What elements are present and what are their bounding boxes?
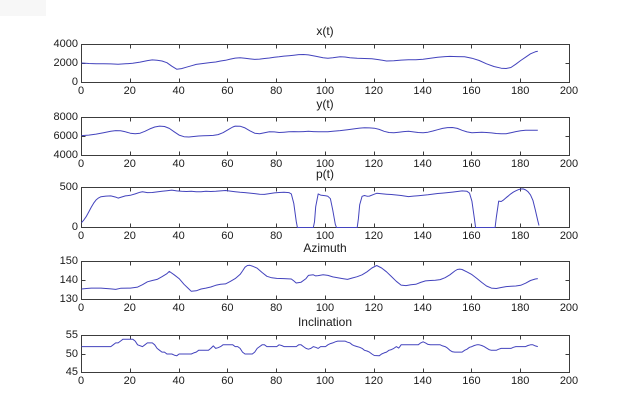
x-tick-label: 20 xyxy=(123,302,136,314)
x-tick-label: 80 xyxy=(270,302,283,314)
x-tick-label: 80 xyxy=(270,158,283,170)
x-tick-label: 20 xyxy=(123,85,136,97)
y-tick-label: 50 xyxy=(65,347,78,360)
x-tick-label: 20 xyxy=(123,375,136,387)
x-tick-label: 160 xyxy=(462,85,481,97)
x-tick-label: 140 xyxy=(413,375,432,387)
x-tick-label: 0 xyxy=(77,158,85,170)
x-tick-label: 160 xyxy=(462,158,481,170)
y-tick-label: 55 xyxy=(65,329,78,341)
y-tick-label: 150 xyxy=(59,255,78,267)
screen-artifact xyxy=(0,0,46,16)
y-tick-label: 45 xyxy=(65,366,78,378)
data-line-inclination xyxy=(81,338,538,357)
x-tick-label: 200 xyxy=(559,302,579,314)
x-tick-label: 100 xyxy=(315,158,335,170)
x-tick-label: 120 xyxy=(364,375,383,387)
plot-title-azimuth: Azimuth xyxy=(303,241,347,255)
y-tick-label: 500 xyxy=(59,181,78,193)
x-tick-label: 200 xyxy=(559,230,579,242)
x-tick-label: 180 xyxy=(511,230,530,242)
axes-box xyxy=(81,44,570,83)
x-tick-label: 140 xyxy=(413,158,432,170)
x-tick-label: 120 xyxy=(364,85,383,97)
x-tick-label: 0 xyxy=(77,302,85,314)
x-tick-label: 180 xyxy=(511,85,530,97)
y-tick-label: 0 xyxy=(71,221,78,233)
x-tick-label: 120 xyxy=(364,230,383,242)
x-tick-label: 40 xyxy=(172,302,185,314)
x-tick-label: 40 xyxy=(172,158,185,170)
x-tick-label: 180 xyxy=(511,158,530,170)
y-tick-label: 2000 xyxy=(53,57,78,69)
y-tick-label: 4000 xyxy=(53,149,78,161)
plot-title-p-t: p(t) xyxy=(316,167,334,181)
plot-title-y-t: y(t) xyxy=(316,97,334,111)
x-tick-label: 100 xyxy=(315,230,335,242)
x-tick-label: 0 xyxy=(77,230,85,242)
x-tick-label: 100 xyxy=(315,375,335,387)
x-tick-label: 200 xyxy=(559,85,579,97)
x-tick-label: 80 xyxy=(270,85,283,97)
plot-frame xyxy=(81,44,570,83)
x-tick-label: 60 xyxy=(221,302,234,314)
y-tick-label: 4000 xyxy=(53,38,78,50)
plot-frame xyxy=(81,117,570,156)
x-tick-label: 40 xyxy=(172,375,185,387)
x-tick-label: 180 xyxy=(511,302,530,314)
y-tick-label: 8000 xyxy=(53,111,78,123)
x-tick-label: 60 xyxy=(221,375,234,387)
x-tick-label: 100 xyxy=(315,85,335,97)
x-tick-label: 60 xyxy=(221,85,234,97)
x-tick-label: 20 xyxy=(123,230,136,242)
x-tick-label: 200 xyxy=(559,375,579,387)
x-tick-label: 60 xyxy=(221,158,234,170)
x-tick-label: 120 xyxy=(364,302,383,314)
y-tick-label: 130 xyxy=(59,293,78,305)
axes-box xyxy=(81,117,570,156)
x-tick-label: 140 xyxy=(413,302,432,314)
x-tick-label: 120 xyxy=(364,158,383,170)
x-tick-label: 200 xyxy=(559,158,579,170)
x-tick-label: 60 xyxy=(221,230,234,242)
x-tick-label: 160 xyxy=(462,302,481,314)
x-tick-label: 80 xyxy=(270,375,283,387)
x-tick-label: 160 xyxy=(462,375,481,387)
x-tick-label: 40 xyxy=(172,230,185,242)
plot-frame xyxy=(81,261,570,300)
x-tick-label: 140 xyxy=(413,85,432,97)
data-line-xt xyxy=(81,50,538,70)
x-tick-label: 100 xyxy=(315,302,335,314)
x-tick-label: 0 xyxy=(77,375,85,387)
x-tick-label: 160 xyxy=(462,230,481,242)
axes-box xyxy=(81,187,570,228)
data-line-azimuth xyxy=(81,264,538,292)
axes-box xyxy=(81,335,570,373)
plot-title-inclination: Inclination xyxy=(297,315,353,329)
x-tick-label: 80 xyxy=(270,230,283,242)
x-tick-label: 0 xyxy=(77,85,85,97)
data-line-yt xyxy=(81,125,538,138)
x-tick-label: 140 xyxy=(413,230,432,242)
plot-frame xyxy=(81,335,570,373)
x-tick-label: 20 xyxy=(123,158,136,170)
y-tick-label: 140 xyxy=(59,274,78,286)
x-tick-label: 40 xyxy=(172,85,185,97)
data-line-pt xyxy=(81,188,540,228)
x-tick-label: 180 xyxy=(511,375,530,387)
y-tick-label: 0 xyxy=(71,76,78,88)
axes-box xyxy=(81,261,570,300)
plot-title-x-t: x(t) xyxy=(316,24,334,38)
y-tick-label: 6000 xyxy=(53,130,78,142)
plot-frame xyxy=(81,187,570,228)
